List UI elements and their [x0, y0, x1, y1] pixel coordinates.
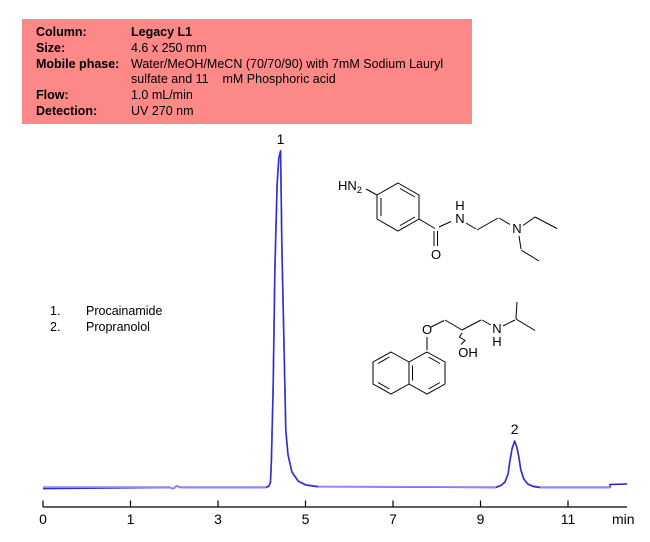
bond — [502, 319, 516, 327]
double-bond — [428, 382, 441, 390]
procainamide-structure: HN2 O H N N — [326, 168, 566, 273]
bond — [515, 301, 518, 320]
peak-trace-overlay — [265, 150, 319, 489]
propranolol-structure-drawing: O OH N H — [372, 301, 536, 395]
peak-legend: 1. Procainamide 2. Propranolol — [50, 303, 162, 335]
amine-h-label: H — [492, 334, 501, 349]
method-info-row: Detection: UV 270 nm — [36, 104, 464, 120]
carbonyl-oxygen-label: O — [431, 247, 441, 262]
amine-n-label: N — [492, 321, 501, 336]
bond — [518, 235, 522, 250]
legend-item: 2. Propranolol — [50, 319, 162, 335]
amide-n-label: N — [455, 211, 464, 226]
x-axis-tick-label: 1 — [127, 511, 135, 527]
amine-group-label: HN2 — [338, 178, 362, 196]
legend-item-number: 2. — [50, 320, 61, 334]
method-value: 4.6 x 250 mm — [131, 40, 207, 55]
legend-item-name: Procainamide — [86, 304, 163, 318]
method-info-row: Mobile phase: Water/MeOH/MeCN (70/70/90)… — [36, 57, 464, 73]
bond — [444, 319, 463, 331]
method-value: UV 270 nm — [131, 103, 194, 118]
method-info-row: Column: Legacy L1 — [36, 25, 464, 41]
bond — [465, 222, 477, 230]
bond — [430, 320, 445, 328]
naphthalene-ring-left — [372, 351, 410, 395]
x-axis-tick-label: 11 — [561, 511, 576, 527]
method-value: Water/MeOH/MeCN (70/70/90) with 7mM Sodi… — [131, 56, 444, 71]
bond — [476, 217, 499, 231]
amide-h-label: H — [455, 198, 464, 213]
legend-item: 1. Procainamide — [50, 303, 162, 319]
ether-oxygen-label: O — [422, 322, 432, 337]
double-bond — [399, 188, 416, 198]
method-info-row: Size: 4.6 x 250 mm — [36, 41, 464, 57]
method-value: 1.0 mL/min — [131, 88, 193, 103]
method-info-row: Flow: 1.0 mL/min — [36, 88, 464, 104]
x-axis-tick-label: 5 — [302, 511, 310, 527]
bond — [418, 218, 436, 229]
legend-item-number: 1. — [50, 304, 61, 318]
hydroxyl-label: OH — [458, 345, 478, 360]
method-label: Column: — [36, 25, 87, 39]
method-label: Mobile phase: — [36, 56, 120, 71]
x-axis-tick-label: 0 — [39, 511, 47, 527]
x-axis-unit-label: min — [612, 511, 635, 527]
method-info-row: sulfate and 11 mM Phosphoric acid — [36, 72, 464, 88]
bond — [438, 221, 452, 228]
legend-item-name: Propranolol — [86, 320, 150, 334]
method-label: Flow: — [36, 88, 69, 103]
method-value: sulfate and 11 mM Phosphoric acid — [131, 72, 336, 87]
method-label: Size: — [36, 40, 66, 55]
tertiary-n-label: N — [512, 221, 521, 236]
peak-label: 1 — [277, 131, 285, 147]
benzene-ring — [376, 182, 420, 232]
bond — [498, 217, 511, 225]
double-bond — [377, 382, 390, 390]
bond — [520, 249, 540, 262]
x-axis-tick-label: 3 — [214, 511, 222, 527]
naphthalene-ring-right — [408, 351, 446, 395]
peak-trace-overlay — [495, 440, 541, 489]
method-info-panel: Column: Legacy L1 Size: 4.6 x 250 mm Mob… — [22, 19, 472, 124]
double-bond — [377, 356, 390, 364]
bond — [461, 319, 482, 331]
bond — [365, 188, 378, 196]
procainamide-structure-drawing: HN2 O H N N — [338, 178, 558, 262]
double-bond — [399, 216, 416, 226]
bond — [534, 216, 558, 229]
bond — [481, 319, 492, 326]
stereo-wavy-bond — [458, 332, 466, 345]
bond — [522, 216, 536, 226]
double-bond — [428, 356, 441, 364]
method-value: Legacy L1 — [131, 25, 193, 39]
x-axis-tick-label: 7 — [389, 511, 397, 527]
peak-label: 2 — [511, 421, 519, 437]
bond — [515, 318, 536, 331]
method-label: Detection: — [36, 103, 98, 118]
x-axis-tick-label: 9 — [477, 511, 485, 527]
propranolol-structure: O OH N H — [340, 295, 560, 410]
